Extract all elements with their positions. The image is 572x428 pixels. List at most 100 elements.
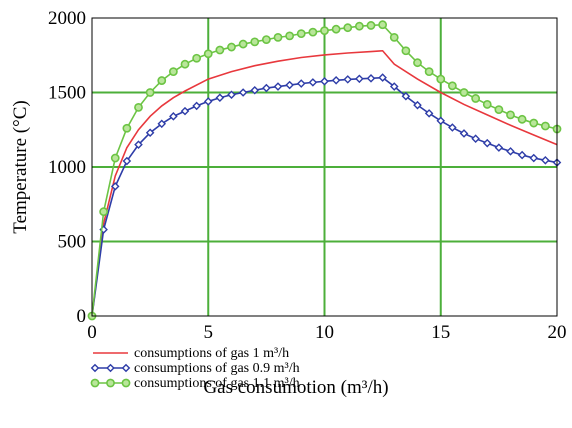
data-point [354,21,364,31]
data-point [203,49,213,59]
data-point [110,182,120,191]
legend-item: consumptions of gas 0.9 m³/h [90,361,300,376]
y-tick-label: 500 [58,232,87,253]
data-point [134,140,143,149]
data-point [90,363,100,373]
data-point [238,88,248,97]
data-point [343,23,353,33]
data-point [106,363,115,373]
data-point [517,150,527,160]
data-point [378,73,387,82]
data-point [529,153,539,163]
y-tick-label: 0 [77,306,87,327]
x-tick-label: 20 [548,322,567,343]
legend-item: consumptions of gas 1.1 m³/h [90,376,300,391]
y-axis-title: Temperature (°C) [10,100,31,233]
y-tick-label: 2000 [48,8,86,29]
x-tick-label: 0 [87,322,97,343]
data-point [401,91,411,101]
data-point [106,378,115,388]
data-point [389,32,399,42]
series-group [87,20,562,321]
data-point [90,378,100,388]
data-point [494,143,504,152]
data-point [122,123,132,133]
data-point [413,58,422,68]
legend-label: consumptions of gas 1.1 m³/h [134,376,300,391]
tick-labels: 0 5 10 15 20 0 500 1000 1500 2000 [48,8,567,343]
data-point [506,110,515,120]
legend-item: consumptions of gas 1 m³/h [93,346,289,361]
data-point [482,100,492,109]
data-point [110,153,120,163]
data-point [168,67,178,77]
data-point [180,106,190,116]
data-point [157,119,167,129]
data-point [413,100,422,110]
data-point [331,24,341,34]
data-point [389,82,399,91]
data-point [121,378,131,388]
series-line [91,49,558,317]
x-tick-label: 15 [431,322,450,343]
data-point [366,74,376,83]
data-point [448,123,457,132]
data-point [180,59,190,69]
series [91,49,558,317]
data-point [331,75,341,85]
data-point [541,156,550,165]
data-point [203,97,213,106]
x-axis-title: Gas consumotion (m³/h) [203,377,388,398]
data-point [215,45,225,55]
data-point [436,74,446,84]
data-point [192,53,202,63]
data-point [424,109,434,118]
data-point [121,363,131,373]
data-point [296,79,306,88]
data-point [262,83,271,93]
data-point [296,29,306,39]
data-point [99,207,109,217]
grid [92,18,557,316]
data-point [320,77,329,86]
data-point [261,35,271,45]
data-point [227,42,236,52]
data-point [308,78,318,87]
data-point [471,94,481,103]
legend-label: consumptions of gas 0.9 m³/h [134,361,300,376]
data-point [459,129,469,138]
data-point [215,93,225,103]
data-point [447,81,457,91]
data-point [157,76,167,85]
data-point [517,114,527,124]
y-tick-label: 1000 [48,157,86,178]
data-point [471,134,480,143]
data-point [145,128,155,138]
data-point [227,90,236,100]
data-point [540,121,550,131]
data-point [285,31,295,41]
data-point [250,85,260,95]
data-point [308,27,318,37]
data-point [145,88,155,97]
data-point [494,105,504,115]
data-point [459,88,469,97]
data-point [273,32,283,42]
data-point [401,46,411,56]
plot-frame [91,17,558,317]
data-point [273,82,283,91]
data-point [238,39,248,49]
data-point [506,147,515,156]
data-point [355,74,364,84]
data-point [424,67,434,77]
x-tick-label: 5 [204,322,214,343]
x-tick-label: 10 [315,322,334,343]
data-point [285,80,294,90]
y-tick-label: 1500 [48,83,86,104]
series [87,20,562,321]
data-point [320,26,329,36]
data-point [436,116,446,126]
